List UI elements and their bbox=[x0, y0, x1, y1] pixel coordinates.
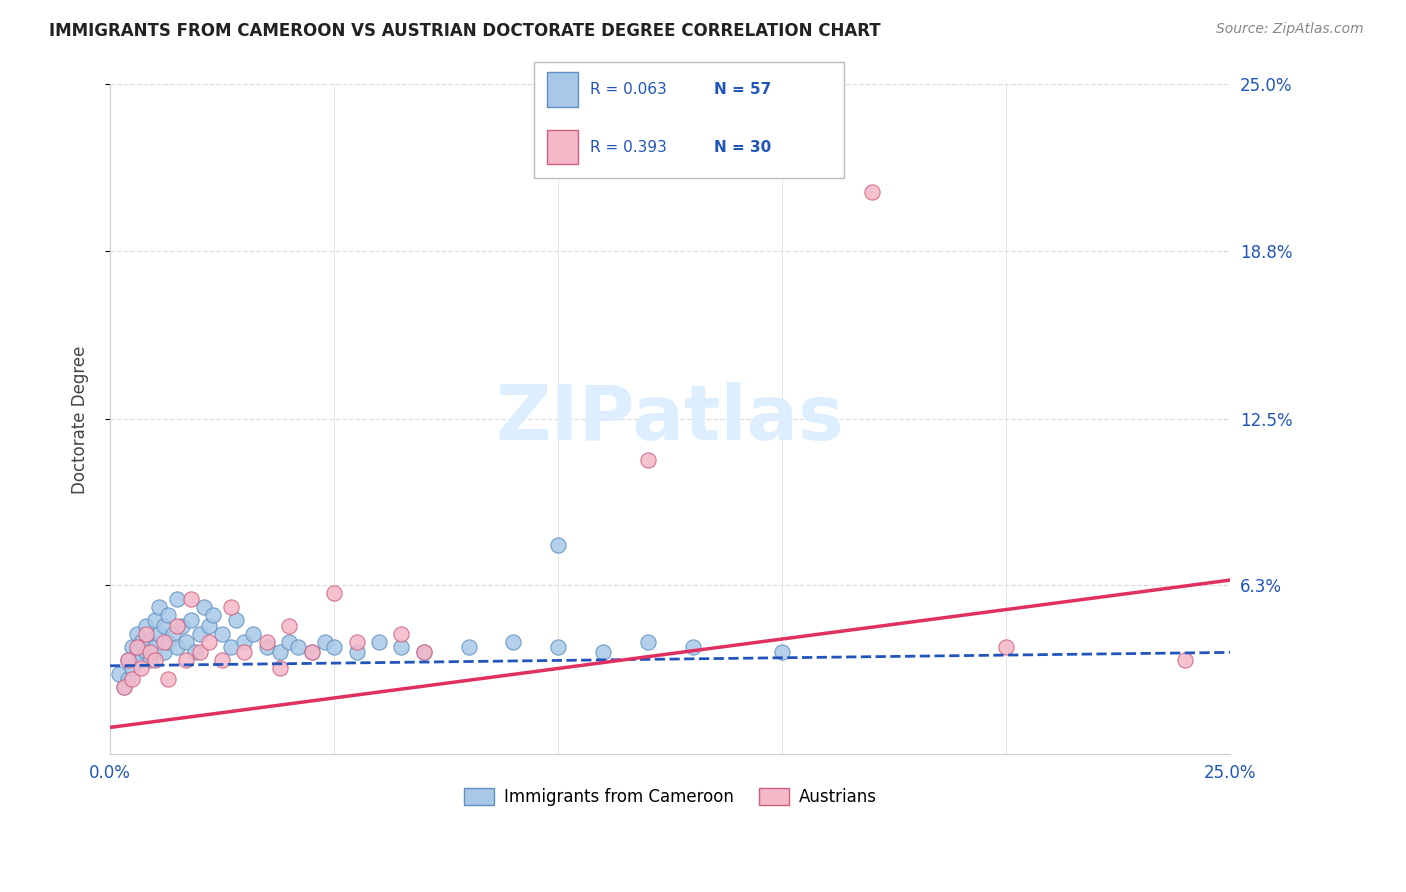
Text: N = 57: N = 57 bbox=[714, 81, 770, 96]
Y-axis label: Doctorate Degree: Doctorate Degree bbox=[72, 345, 89, 493]
Point bbox=[211, 626, 233, 640]
Point bbox=[301, 645, 323, 659]
Point bbox=[166, 640, 188, 654]
Point bbox=[278, 634, 301, 648]
Point bbox=[682, 640, 704, 654]
Point bbox=[193, 599, 215, 614]
Point bbox=[121, 661, 143, 675]
Point bbox=[139, 634, 162, 648]
Point bbox=[412, 645, 434, 659]
Point bbox=[143, 640, 166, 654]
Point bbox=[180, 613, 202, 627]
Point bbox=[389, 640, 412, 654]
Point bbox=[502, 634, 524, 648]
Point bbox=[117, 653, 139, 667]
Point bbox=[125, 645, 148, 659]
Point bbox=[278, 618, 301, 632]
FancyBboxPatch shape bbox=[534, 62, 844, 178]
Point bbox=[256, 634, 278, 648]
Point bbox=[112, 680, 135, 694]
Point bbox=[389, 626, 412, 640]
Point bbox=[170, 618, 193, 632]
Point bbox=[995, 640, 1018, 654]
Point bbox=[135, 618, 157, 632]
Point bbox=[547, 538, 569, 552]
Point bbox=[323, 640, 346, 654]
Point bbox=[188, 626, 211, 640]
Point bbox=[166, 618, 188, 632]
Point bbox=[174, 634, 197, 648]
Point bbox=[256, 640, 278, 654]
Point bbox=[157, 607, 180, 622]
Point bbox=[125, 640, 148, 654]
Point bbox=[314, 634, 336, 648]
Point bbox=[242, 626, 264, 640]
Point bbox=[287, 640, 309, 654]
Point bbox=[367, 634, 389, 648]
Point bbox=[457, 640, 479, 654]
Point bbox=[233, 634, 256, 648]
Point bbox=[180, 591, 202, 606]
Point bbox=[131, 634, 153, 648]
Point bbox=[1174, 653, 1197, 667]
Text: R = 0.393: R = 0.393 bbox=[591, 139, 666, 154]
Text: N = 30: N = 30 bbox=[714, 139, 770, 154]
Point bbox=[117, 672, 139, 686]
Point bbox=[346, 645, 368, 659]
Point bbox=[121, 640, 143, 654]
Point bbox=[301, 645, 323, 659]
Point bbox=[219, 640, 242, 654]
Point bbox=[143, 613, 166, 627]
Point bbox=[157, 672, 180, 686]
Text: ZIPatlas: ZIPatlas bbox=[496, 383, 845, 457]
Text: R = 0.063: R = 0.063 bbox=[591, 81, 666, 96]
Point bbox=[592, 645, 614, 659]
Point bbox=[153, 645, 176, 659]
FancyBboxPatch shape bbox=[547, 129, 578, 164]
Point bbox=[153, 634, 176, 648]
Point bbox=[112, 680, 135, 694]
Point bbox=[202, 607, 225, 622]
Point bbox=[125, 626, 148, 640]
Point bbox=[346, 634, 368, 648]
Point bbox=[117, 653, 139, 667]
Point bbox=[131, 653, 153, 667]
Point bbox=[269, 661, 291, 675]
Point bbox=[637, 634, 659, 648]
Point bbox=[188, 645, 211, 659]
Text: Source: ZipAtlas.com: Source: ZipAtlas.com bbox=[1216, 22, 1364, 37]
Point bbox=[233, 645, 256, 659]
Point bbox=[211, 653, 233, 667]
Point bbox=[139, 645, 162, 659]
Point bbox=[860, 185, 883, 199]
Point bbox=[269, 645, 291, 659]
Point bbox=[121, 672, 143, 686]
Point bbox=[157, 634, 180, 648]
Point bbox=[139, 653, 162, 667]
Point bbox=[131, 661, 153, 675]
Point bbox=[166, 591, 188, 606]
Point bbox=[219, 599, 242, 614]
Point bbox=[135, 626, 157, 640]
Point bbox=[323, 586, 346, 600]
Legend: Immigrants from Cameroon, Austrians: Immigrants from Cameroon, Austrians bbox=[457, 781, 883, 813]
Point bbox=[148, 599, 170, 614]
Point bbox=[412, 645, 434, 659]
Point bbox=[225, 613, 247, 627]
Point bbox=[162, 626, 184, 640]
Point bbox=[197, 618, 219, 632]
Point bbox=[153, 618, 176, 632]
FancyBboxPatch shape bbox=[547, 71, 578, 106]
Point bbox=[547, 640, 569, 654]
Text: IMMIGRANTS FROM CAMEROON VS AUSTRIAN DOCTORATE DEGREE CORRELATION CHART: IMMIGRANTS FROM CAMEROON VS AUSTRIAN DOC… bbox=[49, 22, 880, 40]
Point bbox=[184, 645, 207, 659]
Point bbox=[143, 653, 166, 667]
Point bbox=[148, 626, 170, 640]
Point bbox=[174, 653, 197, 667]
Point bbox=[135, 645, 157, 659]
Point bbox=[197, 634, 219, 648]
Point bbox=[770, 645, 793, 659]
Point bbox=[108, 666, 131, 681]
Point bbox=[637, 452, 659, 467]
